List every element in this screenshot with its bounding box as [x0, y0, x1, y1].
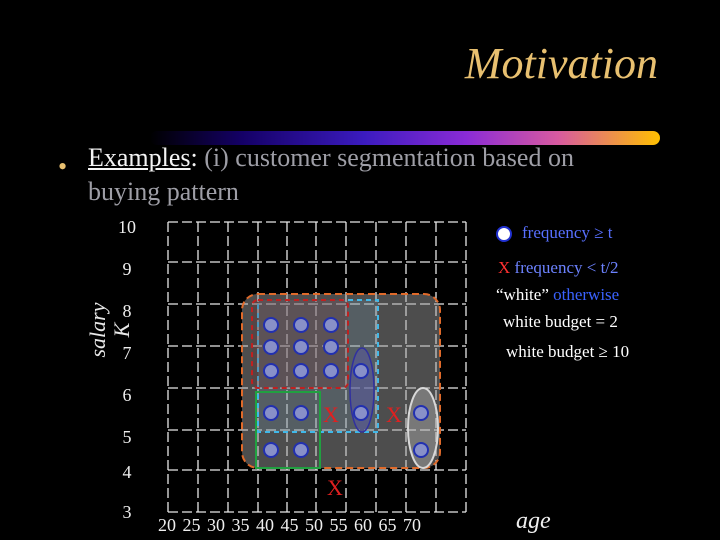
infrequent-x-mark: X — [323, 402, 339, 427]
legend-frequent: frequency ≥ t — [522, 223, 613, 242]
frequent-cell-dot — [263, 363, 279, 379]
y-tick-label: 10 — [118, 217, 136, 237]
frequent-cell-dot — [263, 442, 279, 458]
y-tick-label: 7 — [122, 343, 132, 363]
examples-word: Examples — [88, 143, 191, 172]
frequent-cell-dot — [263, 405, 279, 421]
legend-infrequent-label: frequency < t/2 — [510, 258, 619, 277]
legend-circle-icon — [496, 226, 512, 242]
frequent-cell-dot — [263, 339, 279, 355]
frequent-cells — [263, 317, 429, 458]
bullet-icon: • — [58, 152, 68, 181]
frequent-cell-dot — [293, 339, 309, 355]
legend-infrequent: X frequency < t/2 — [498, 258, 619, 278]
frequent-cell-dot — [413, 442, 429, 458]
frequent-cell-dot — [263, 317, 279, 333]
y-tick-label: 3 — [122, 502, 132, 522]
bullet-line-1: Examples: (i) customer segmentation base… — [88, 143, 574, 173]
frequent-cell-dot — [293, 317, 309, 333]
slide-title: Motivation — [464, 39, 658, 88]
legend-white-rest: otherwise — [548, 285, 620, 304]
y-axis-label: salary K — [85, 302, 134, 358]
legend-white: “white” otherwise — [496, 285, 619, 305]
title-gradient-bar — [150, 131, 660, 145]
frequent-cell-dot — [323, 339, 339, 355]
frequent-cell-dot — [293, 442, 309, 458]
frequent-cell-dot — [293, 405, 309, 421]
examples-colon: : — [190, 143, 198, 172]
region-green — [255, 391, 321, 469]
frequent-cell-dot — [353, 363, 369, 379]
y-tick-label: 9 — [122, 259, 132, 279]
bullet-line-1-rest: (i) customer segmentation based on — [197, 143, 574, 172]
x-axis-label: age — [516, 508, 551, 534]
y-tick-label: 5 — [122, 427, 132, 447]
y-tick-label: 8 — [122, 301, 132, 321]
infrequent-cells: X X X — [323, 402, 402, 500]
frequent-cell-dot — [323, 363, 339, 379]
legend-white-quote: “white” — [496, 285, 549, 304]
frequent-cell-dot — [353, 405, 369, 421]
frequent-cell-dot — [413, 405, 429, 421]
frequent-cell-dot — [293, 363, 309, 379]
legend-budget-small: white budget = 2 — [503, 312, 618, 331]
grid-lines — [167, 221, 467, 513]
infrequent-x-mark: X — [386, 402, 402, 427]
y-tick-label: 4 — [122, 462, 132, 482]
x-tick-labels: 20 25 30 35 40 45 50 55 60 65 70 — [158, 515, 421, 535]
infrequent-x-mark: X — [327, 475, 343, 500]
frequent-cell-dot — [323, 317, 339, 333]
region-large-budget — [241, 293, 441, 469]
bullet-line-2: buying pattern — [88, 177, 239, 206]
legend-x-icon: X — [498, 258, 511, 277]
y-tick-label: 6 — [122, 385, 132, 405]
legend-budget-large: white budget ≥ 10 — [506, 342, 630, 361]
